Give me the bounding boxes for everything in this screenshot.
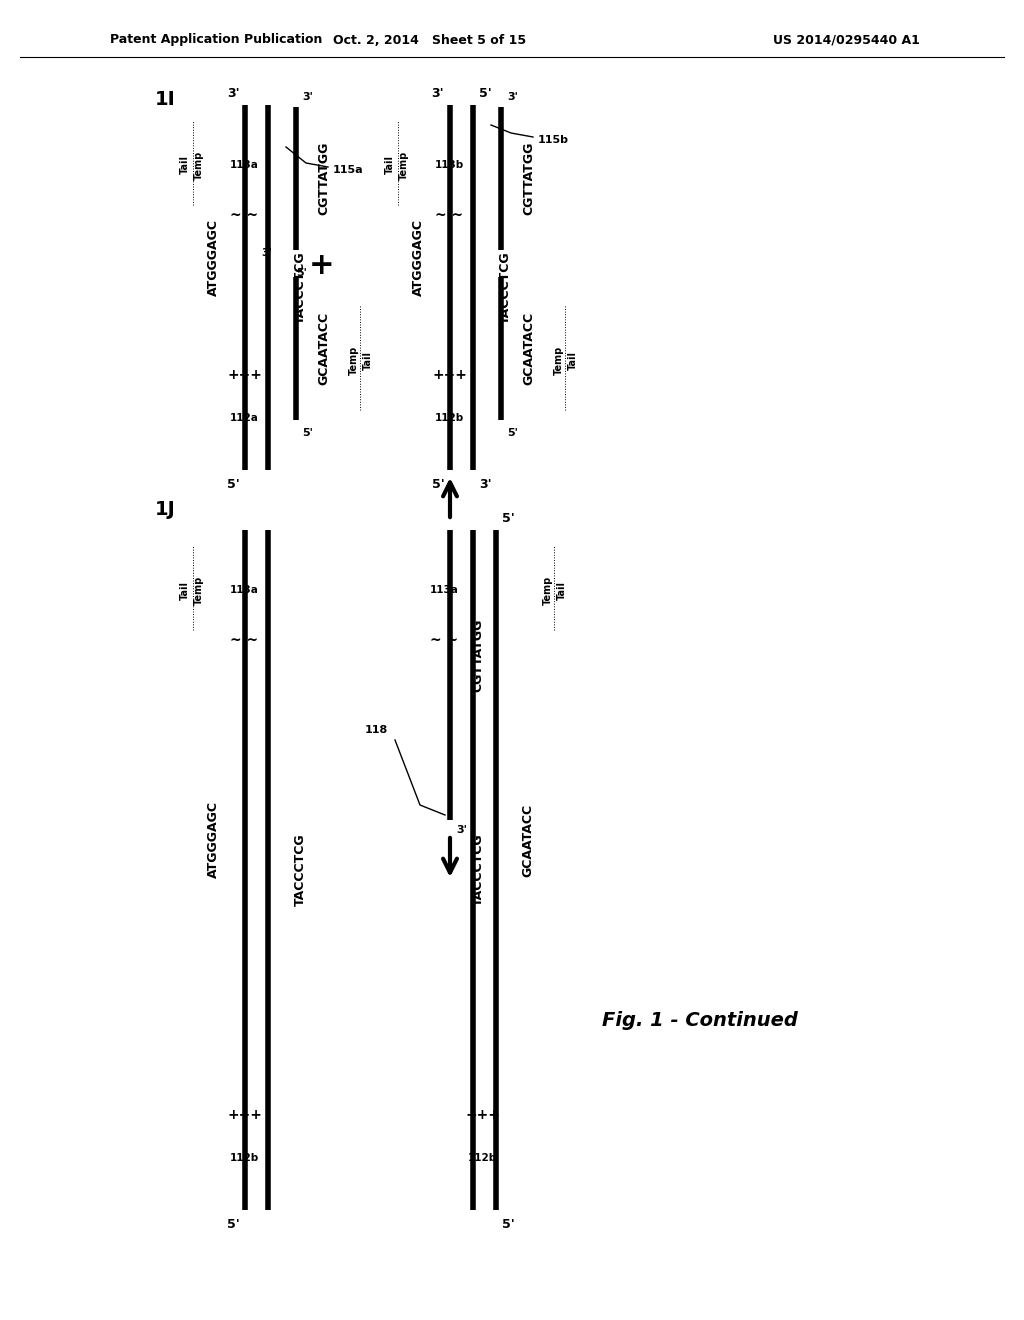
Text: Tail: Tail xyxy=(180,581,190,599)
Text: ~ ~: ~ ~ xyxy=(230,209,259,222)
Text: US 2014/0295440 A1: US 2014/0295440 A1 xyxy=(773,33,920,46)
Text: 5': 5' xyxy=(432,478,444,491)
Text: Oct. 2, 2014   Sheet 5 of 15: Oct. 2, 2014 Sheet 5 of 15 xyxy=(334,33,526,46)
Text: 5': 5' xyxy=(502,1218,514,1232)
Text: 5': 5' xyxy=(226,1218,240,1232)
Text: GCAATACC: GCAATACC xyxy=(317,312,331,385)
Text: Tail: Tail xyxy=(568,351,578,370)
Text: ATGGGAGC: ATGGGAGC xyxy=(412,219,425,296)
Text: +++: +++ xyxy=(227,368,262,381)
Text: 5': 5' xyxy=(226,478,240,491)
Text: 113a: 113a xyxy=(230,585,259,595)
Text: 3': 3' xyxy=(302,92,313,102)
Text: ~ ~: ~ ~ xyxy=(430,634,459,647)
Text: 118: 118 xyxy=(365,725,388,735)
Text: 113a: 113a xyxy=(430,585,459,595)
Text: CGTTATGG: CGTTATGG xyxy=(471,618,484,692)
Text: TACCCTCG: TACCCTCG xyxy=(294,834,306,907)
Text: +: + xyxy=(309,251,335,280)
Text: 112b: 112b xyxy=(229,1152,259,1163)
Text: ~ ~: ~ ~ xyxy=(230,634,259,647)
Text: Temp: Temp xyxy=(554,346,564,375)
Text: 112b: 112b xyxy=(435,413,464,422)
Text: Fig. 1 - Continued: Fig. 1 - Continued xyxy=(602,1011,798,1030)
Text: TACCCTCG: TACCCTCG xyxy=(499,251,512,323)
Text: ATGGGAGC: ATGGGAGC xyxy=(207,219,219,296)
Text: ~ ~: ~ ~ xyxy=(435,209,464,222)
Text: 5': 5' xyxy=(296,268,307,279)
Text: 3': 3' xyxy=(457,825,467,836)
Text: 3': 3' xyxy=(508,92,518,102)
Text: 3': 3' xyxy=(226,87,240,100)
Text: TACCCTCG: TACCCTCG xyxy=(471,834,484,907)
Text: TACCCTCG: TACCCTCG xyxy=(294,251,306,323)
Text: 3': 3' xyxy=(478,478,492,491)
Text: GCAATACC: GCAATACC xyxy=(521,804,535,876)
Text: 113b: 113b xyxy=(435,160,464,170)
Text: CGTTATGG: CGTTATGG xyxy=(522,141,536,215)
Text: +++: +++ xyxy=(227,1107,262,1122)
Text: 3': 3' xyxy=(261,248,272,257)
Text: 1J: 1J xyxy=(155,500,176,519)
Text: 3': 3' xyxy=(432,87,444,100)
Text: GCAATACC: GCAATACC xyxy=(522,312,536,385)
Text: 115a: 115a xyxy=(333,165,364,176)
Text: 115b: 115b xyxy=(538,135,569,145)
Text: Tail: Tail xyxy=(180,156,190,174)
Text: Temp: Temp xyxy=(399,150,409,180)
Text: Temp: Temp xyxy=(349,346,359,375)
Text: 5': 5' xyxy=(478,87,492,100)
Text: 5': 5' xyxy=(508,428,518,438)
Text: Patent Application Publication: Patent Application Publication xyxy=(110,33,323,46)
Text: ATGGGAGC: ATGGGAGC xyxy=(207,801,219,879)
Text: 5': 5' xyxy=(502,512,514,525)
Text: Tail: Tail xyxy=(385,156,395,174)
Text: +++: +++ xyxy=(432,368,467,381)
Text: +++: +++ xyxy=(465,1107,500,1122)
Text: Temp: Temp xyxy=(194,576,204,605)
Text: 113a: 113a xyxy=(230,160,259,170)
Text: 1I: 1I xyxy=(155,90,176,110)
Text: Temp: Temp xyxy=(194,150,204,180)
Text: 112a: 112a xyxy=(230,413,259,422)
Text: Tail: Tail xyxy=(557,581,567,599)
Text: 112b: 112b xyxy=(468,1152,497,1163)
Text: Tail: Tail xyxy=(362,351,373,370)
Text: CGTTATGG: CGTTATGG xyxy=(317,141,331,215)
Text: Temp: Temp xyxy=(543,576,553,605)
Text: 5': 5' xyxy=(302,428,313,438)
